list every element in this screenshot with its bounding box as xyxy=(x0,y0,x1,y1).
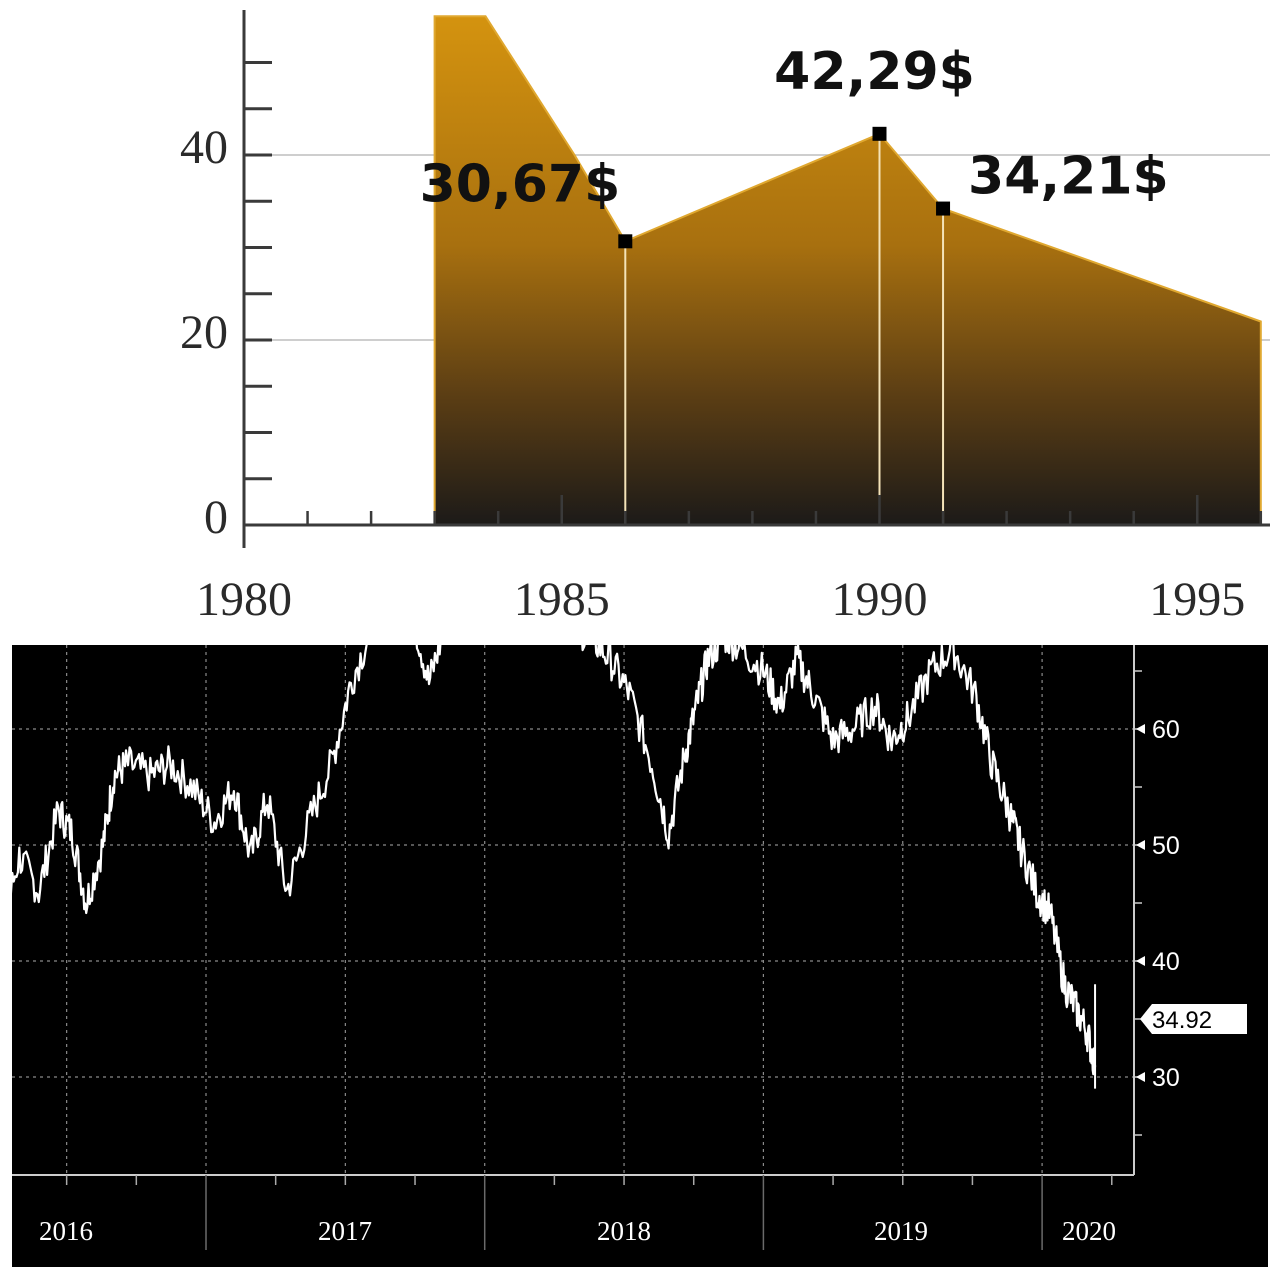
price-line-chart: 30 40 50 60 2016 2017 2018 2019 2020 34.92 xyxy=(12,645,1268,1267)
annotation-drop-lines xyxy=(624,133,945,525)
x-tick-label: 1985 xyxy=(514,573,610,626)
area-fill xyxy=(433,15,1262,526)
y-tick-arrow xyxy=(1136,840,1145,850)
current-value-box xyxy=(1140,1004,1247,1034)
y-tick-arrow xyxy=(1136,724,1145,734)
annotation-label: 30,67$ xyxy=(420,154,621,214)
current-value-label: 34.92 xyxy=(1152,1007,1212,1034)
x-tick-label: 2020 xyxy=(1062,1216,1116,1246)
y-tick-label: 20 xyxy=(180,306,228,359)
right-axis-ticks: 30 40 50 60 xyxy=(1134,670,1180,1136)
y-tick-arrow xyxy=(1136,1072,1145,1082)
bottom-grid-lines xyxy=(12,645,1134,1175)
data-point-marker xyxy=(872,126,887,141)
y-tick-label: 30 xyxy=(1152,1064,1180,1092)
price-series-line xyxy=(12,645,1097,1076)
x-tick-label: 2019 xyxy=(874,1216,928,1246)
x-axis-ticks: 1980 1985 1990 1995 xyxy=(196,495,1263,626)
oil-price-area-chart: 0 20 40 1980 1985 1990 1995 30,67$ 42,29$ 34,21… xyxy=(180,10,1270,626)
annotation-label: 34,21$ xyxy=(968,147,1169,207)
y-tick-label: 40 xyxy=(1152,948,1180,976)
x-tick-label: 1980 xyxy=(196,573,292,626)
annotation-labels: 30,67$ 42,29$ 34,21$ xyxy=(420,42,1169,214)
y-tick-label: 40 xyxy=(180,121,228,174)
y-tick-arrow xyxy=(1136,956,1145,966)
annotation-label: 42,29$ xyxy=(774,42,975,102)
x-tick-label: 2018 xyxy=(597,1216,651,1246)
data-point-marker xyxy=(618,234,633,249)
y-tick-label: 50 xyxy=(1152,832,1180,860)
bottom-axis-ticks: 2016 2017 2018 2019 2020 xyxy=(39,1175,1116,1250)
x-tick-label: 2016 xyxy=(39,1216,93,1246)
x-tick-label: 1995 xyxy=(1149,573,1245,626)
x-tick-label: 2017 xyxy=(318,1216,372,1246)
y-tick-label: 60 xyxy=(1152,716,1180,744)
annotation-markers xyxy=(618,126,951,249)
current-value-badge: 34.92 xyxy=(1140,1004,1247,1034)
x-tick-label: 1990 xyxy=(832,573,928,626)
data-point-marker xyxy=(936,201,951,216)
y-axis-ticks: 0 20 40 xyxy=(180,61,272,544)
y-tick-label: 0 xyxy=(204,491,228,544)
